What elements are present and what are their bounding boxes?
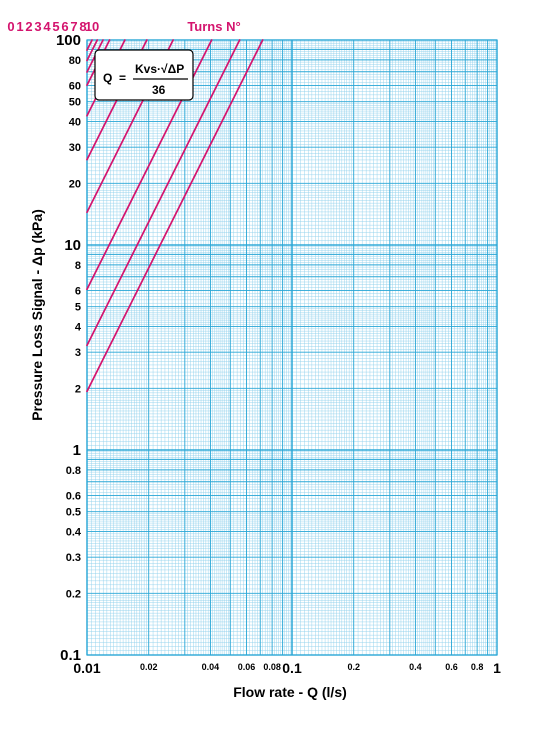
y-tick-label: 0.5 bbox=[66, 507, 81, 519]
x-tick-label: 0.6 bbox=[445, 662, 458, 672]
y-axis-title: Pressure Loss Signal - Δp (kPa) bbox=[29, 209, 45, 421]
y-tick-label: 40 bbox=[69, 117, 81, 129]
x-tick-label: 0.2 bbox=[347, 662, 360, 672]
y-tick-label: 60 bbox=[69, 80, 81, 92]
x-tick-labels: 0.01 0.02 0.04 0.06 0.08 0.1 0.2 0.4 0.6 0.8 1 bbox=[73, 660, 501, 676]
y-tick-label: 30 bbox=[69, 142, 81, 154]
y-tick-label: 0.8 bbox=[66, 465, 81, 477]
y-tick-label: 6 bbox=[75, 285, 81, 297]
turn-label-2: 2 bbox=[25, 19, 32, 34]
x-tick-label: 0.06 bbox=[238, 662, 256, 672]
x-tick-label: 1 bbox=[493, 660, 501, 676]
formula-denominator: 36 bbox=[152, 83, 166, 97]
series-line-turn-8 bbox=[86, 39, 99, 62]
formula-lhs: Q bbox=[103, 71, 112, 85]
x-tick-label: 0.08 bbox=[263, 662, 281, 672]
formula-frame bbox=[94, 49, 194, 101]
turn-label-10: 10 bbox=[85, 19, 99, 34]
turn-label-6: 6 bbox=[61, 19, 68, 34]
series-line-turn-0 bbox=[86, 39, 264, 393]
y-tick-label: 100 bbox=[56, 32, 81, 49]
formula-numerator: Kvs·√ΔP bbox=[135, 62, 184, 76]
x-tick-label: 0.1 bbox=[282, 660, 302, 676]
x-axis-title: Flow rate - Q (l/s) bbox=[233, 684, 347, 700]
turn-label-3: 3 bbox=[34, 19, 41, 34]
turn-label-5: 5 bbox=[52, 19, 59, 34]
series-line-turn-10 bbox=[86, 39, 93, 51]
y-tick-label: 20 bbox=[69, 178, 81, 190]
x-tick-label: 0.01 bbox=[73, 660, 100, 676]
x-tick-label: 0.04 bbox=[202, 662, 220, 672]
y-tick-label: 0.3 bbox=[66, 552, 81, 564]
turn-label-1: 1 bbox=[16, 19, 23, 34]
series-line-turn-1 bbox=[86, 39, 241, 347]
formula-equals: = bbox=[119, 71, 126, 85]
x-tick-label: 0.8 bbox=[471, 662, 484, 672]
y-tick-label: 4 bbox=[75, 322, 82, 334]
turns-title: Turns N° bbox=[187, 19, 240, 34]
y-tick-label: 0.4 bbox=[66, 527, 82, 539]
y-tick-label: 0.1 bbox=[60, 647, 81, 664]
y-tick-label: 50 bbox=[69, 97, 81, 109]
y-tick-label: 3 bbox=[75, 347, 81, 359]
y-tick-label: 80 bbox=[69, 55, 81, 67]
plot-frame bbox=[86, 39, 498, 656]
y-tick-labels: 0.1 0.2 0.3 0.4 0.5 0.6 0.8 1 2 3 4 5 6 8 10 20 30 40 50 60… bbox=[56, 32, 82, 664]
y-tick-label: 5 bbox=[75, 302, 81, 314]
y-tick-label: 0.6 bbox=[66, 490, 81, 502]
turn-label-4: 4 bbox=[43, 19, 51, 34]
turn-label-8: 8 bbox=[79, 19, 86, 34]
formula-box: Q = Kvs·√ΔP 36 bbox=[94, 49, 194, 101]
turn-label-7: 7 bbox=[70, 19, 77, 34]
y-tick-label: 0.2 bbox=[66, 588, 81, 600]
y-tick-label: 1 bbox=[73, 442, 81, 459]
grid-major bbox=[86, 39, 498, 656]
x-tick-label: 0.4 bbox=[409, 662, 422, 672]
y-tick-label: 10 bbox=[64, 237, 81, 254]
x-tick-label: 0.02 bbox=[140, 662, 158, 672]
y-tick-label: 2 bbox=[75, 383, 81, 395]
turn-label-0: 0 bbox=[7, 19, 14, 34]
y-tick-label: 8 bbox=[75, 260, 81, 272]
